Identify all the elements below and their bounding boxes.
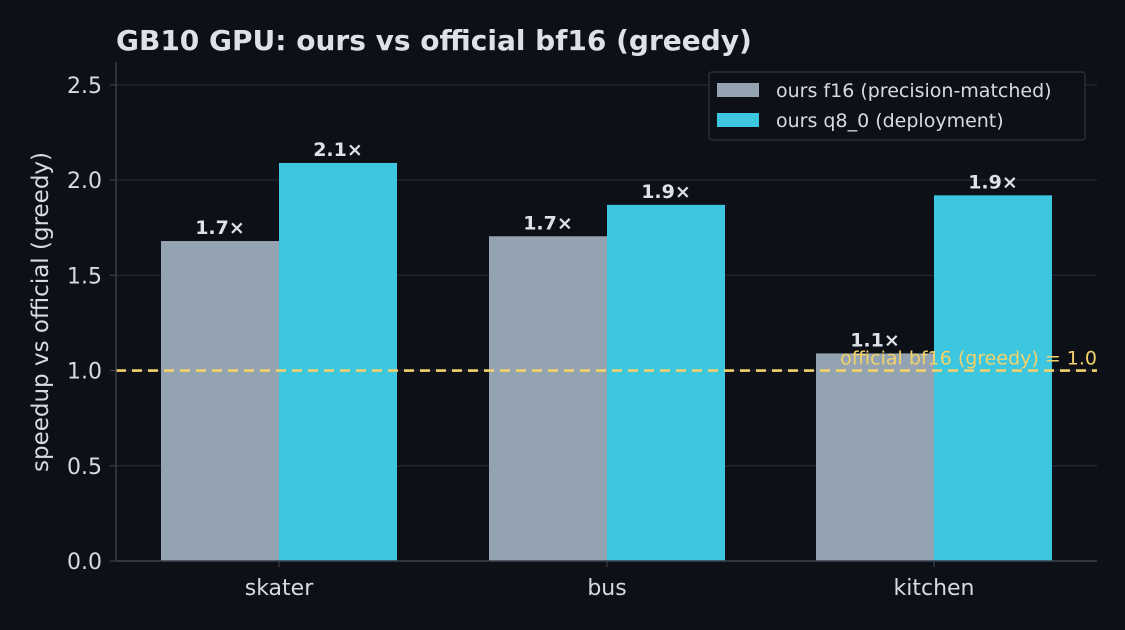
bar-bus-f16	[489, 236, 607, 561]
bar-skater-f16	[161, 241, 279, 562]
bar-skater-q8	[279, 162, 397, 561]
y-axis-label: speedup vs official (greedy)	[28, 152, 54, 472]
data-label-bus-f16: 1.7×	[523, 212, 573, 234]
x-tick-label-kitchen: kitchen	[894, 576, 975, 601]
y-tick-label: 0.5	[67, 455, 102, 480]
data-label-bus-q8: 1.9×	[641, 181, 691, 203]
x-tick-label-skater: skater	[245, 576, 314, 601]
bar-kitchen-q8	[934, 195, 1052, 561]
legend-label-f16: ours f16 (precision-matched)	[776, 80, 1052, 102]
data-label-kitchen-f16: 1.1×	[850, 329, 900, 351]
axes: 0.0 0.5 1.0 1.5 2.0 2.5 skater bus kitchen	[67, 62, 1097, 601]
y-tick-label: 2.5	[67, 74, 102, 99]
legend: ours f16 (precision-matched) ours q8_0 (…	[708, 71, 1086, 141]
data-label-skater-f16: 1.7×	[195, 217, 245, 239]
bar-kitchen-f16	[816, 353, 934, 561]
y-tick-label: 2.0	[67, 169, 102, 194]
legend-frame	[708, 71, 1086, 141]
legend-swatch-q8	[717, 113, 759, 127]
chart-title: GB10 GPU: ours vs official bf16 (greedy)	[116, 24, 752, 57]
reference-line-label: official bf16 (greedy) = 1.0	[840, 348, 1097, 370]
bar-bus-q8	[607, 204, 725, 561]
bars	[161, 162, 1052, 562]
y-tick-label: 0.0	[67, 550, 102, 575]
data-label-skater-q8: 2.1×	[313, 139, 363, 161]
legend-swatch-f16	[717, 83, 759, 97]
bar-labels: 1.7× 2.1× 1.7× 1.9× 1.1× 1.9×	[195, 139, 1018, 351]
legend-label-q8: ours q8_0 (deployment)	[776, 110, 1004, 132]
data-label-kitchen-q8: 1.9×	[968, 171, 1018, 193]
y-tick-label: 1.5	[67, 264, 102, 289]
y-tick-label: 1.0	[67, 360, 102, 385]
reference-line-group: official bf16 (greedy) = 1.0	[116, 348, 1097, 372]
x-tick-label-bus: bus	[587, 576, 626, 601]
